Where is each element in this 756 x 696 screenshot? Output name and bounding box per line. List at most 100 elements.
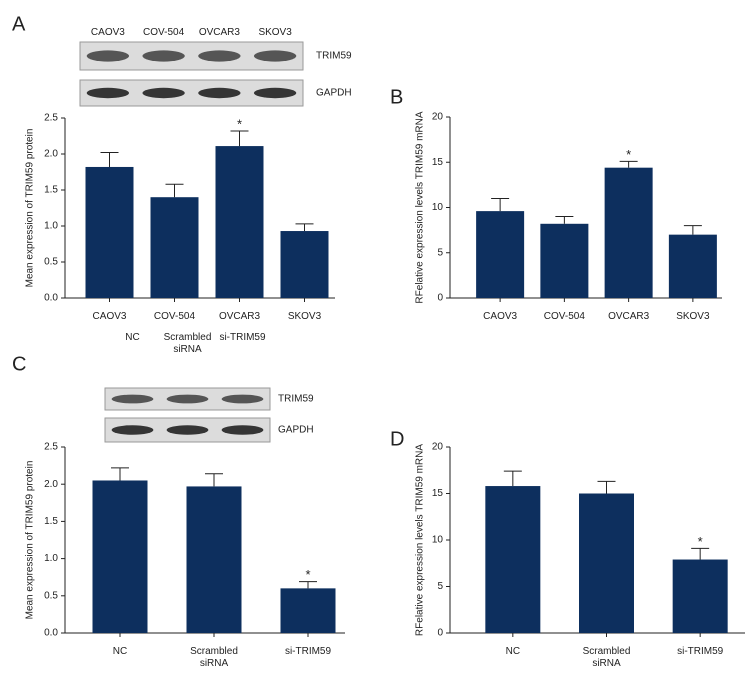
- blot-band: [253, 87, 297, 99]
- y-tick-label: 20: [432, 442, 444, 453]
- error-bar: [205, 473, 223, 487]
- y-axis-label: Mean expression of TRIM59 protein: [25, 461, 36, 620]
- blot-band: [111, 394, 154, 404]
- bar: [485, 486, 541, 633]
- blot-lane-label: NC: [125, 332, 140, 343]
- error-bar: [503, 470, 522, 487]
- blot-band: [221, 425, 264, 435]
- blot-band: [142, 87, 185, 99]
- y-axis-label: Mean expression of TRIM59 protein: [25, 129, 36, 288]
- significance-star: *: [626, 147, 631, 162]
- y-tick-label: 2.5: [44, 442, 58, 453]
- error-bar: [230, 130, 249, 147]
- x-tick-label: si-TRIM59: [284, 646, 332, 657]
- x-tick-label: CAOV3: [483, 311, 518, 322]
- x-tick-label: NC: [505, 646, 521, 657]
- blot-row-label: TRIM59: [316, 51, 352, 62]
- x-tick-label: Scrambled siRNA: [582, 646, 631, 669]
- error-bar: [491, 197, 510, 212]
- x-tick-label: NC: [505, 646, 521, 657]
- error-bar: [619, 160, 638, 168]
- error-bar: [165, 183, 184, 198]
- error-bar: [295, 223, 314, 232]
- blot-band: [142, 50, 185, 62]
- x-tick-label: OVCAR3: [608, 311, 649, 322]
- x-tick-label: SKOV3: [676, 311, 710, 322]
- panel-label: B: [390, 86, 403, 108]
- error-bar: [691, 547, 710, 560]
- blot-lane-label: OVCAR3: [198, 27, 240, 38]
- y-tick-label: 5: [437, 581, 443, 592]
- x-tick-label: CAOV3: [483, 311, 518, 322]
- x-tick-label: si-TRIM59: [284, 646, 332, 657]
- y-tick-label: 1.0: [44, 221, 58, 232]
- bar: [280, 231, 329, 298]
- significance-star: *: [305, 567, 310, 582]
- blot-band: [198, 87, 241, 99]
- error-bar: [683, 225, 702, 235]
- blot-band: [86, 50, 130, 62]
- x-tick-label: CAOV3: [93, 311, 127, 322]
- y-axis-label: RFelative expression levels TRIM59 mRNA: [415, 444, 426, 636]
- blot-band: [86, 87, 130, 99]
- panel-label: A: [12, 13, 26, 35]
- y-tick-label: 0.5: [44, 590, 58, 601]
- bar: [150, 197, 199, 298]
- blot-lane-label: COV-504: [143, 27, 185, 38]
- x-tick-label: COV-504: [153, 311, 196, 322]
- x-tick-label: NC: [112, 646, 128, 657]
- bar: [668, 234, 717, 298]
- y-axis-label: RFelative expression levels TRIM59 mRNA: [415, 111, 426, 303]
- blot-lane-label: Scrambled siRNA: [163, 332, 212, 355]
- blot-lane-label: NC: [125, 332, 140, 343]
- blot-lane-label: OVCAR3: [198, 27, 240, 38]
- significance-star: *: [698, 534, 703, 549]
- blot-band: [253, 50, 297, 62]
- blot-band: [111, 425, 154, 435]
- bar: [92, 480, 148, 633]
- y-tick-label: 1.0: [44, 553, 58, 564]
- x-tick-label: NC: [112, 646, 128, 657]
- x-tick-label: SKOV3: [287, 311, 322, 322]
- y-tick-label: 2.0: [44, 479, 58, 490]
- blot-lane-label: SKOV3: [258, 27, 291, 38]
- x-tick-label: Scrambled siRNA: [190, 646, 238, 669]
- error-bar: [597, 480, 616, 494]
- blot-lane-label: CAOV3: [90, 27, 125, 38]
- blot-lane-label: COV-504: [143, 27, 185, 38]
- blot-lane-label: Scrambled siRNA: [163, 332, 212, 355]
- y-tick-label: 0.5: [44, 257, 58, 268]
- blot-band: [221, 394, 264, 404]
- blot-band: [166, 425, 209, 435]
- panel-label: C: [12, 353, 26, 375]
- bar: [186, 486, 242, 633]
- y-tick-label: 5: [437, 247, 443, 258]
- x-tick-label: COV-504: [153, 311, 196, 322]
- y-tick-label: 2.5: [44, 113, 58, 124]
- y-tick-label: 0.0: [44, 293, 58, 304]
- blot-lane-label: CAOV3: [90, 27, 125, 38]
- y-tick-label: 0: [437, 628, 443, 639]
- error-bar: [299, 581, 317, 589]
- y-tick-label: 20: [432, 112, 444, 123]
- y-tick-label: 0: [437, 293, 443, 304]
- blot-lane-label: si-TRIM59: [219, 332, 266, 343]
- x-tick-label: OVCAR3: [219, 311, 260, 322]
- blot-band: [166, 394, 209, 404]
- error-bar: [100, 152, 119, 167]
- error-bar: [111, 467, 129, 481]
- blot-row-label: TRIM59: [278, 394, 314, 405]
- bar: [604, 167, 653, 298]
- y-tick-label: 1.5: [44, 185, 58, 196]
- x-tick-label: si-TRIM59: [677, 646, 724, 657]
- y-tick-label: 15: [432, 157, 444, 168]
- x-tick-label: Scrambled siRNA: [190, 646, 238, 669]
- x-tick-label: SKOV3: [287, 311, 322, 322]
- panel-label: D: [390, 428, 404, 450]
- blot-row-label: GAPDH: [278, 425, 314, 436]
- bar: [215, 146, 264, 298]
- bar: [540, 223, 589, 298]
- blot-lane-label: si-TRIM59: [219, 332, 266, 343]
